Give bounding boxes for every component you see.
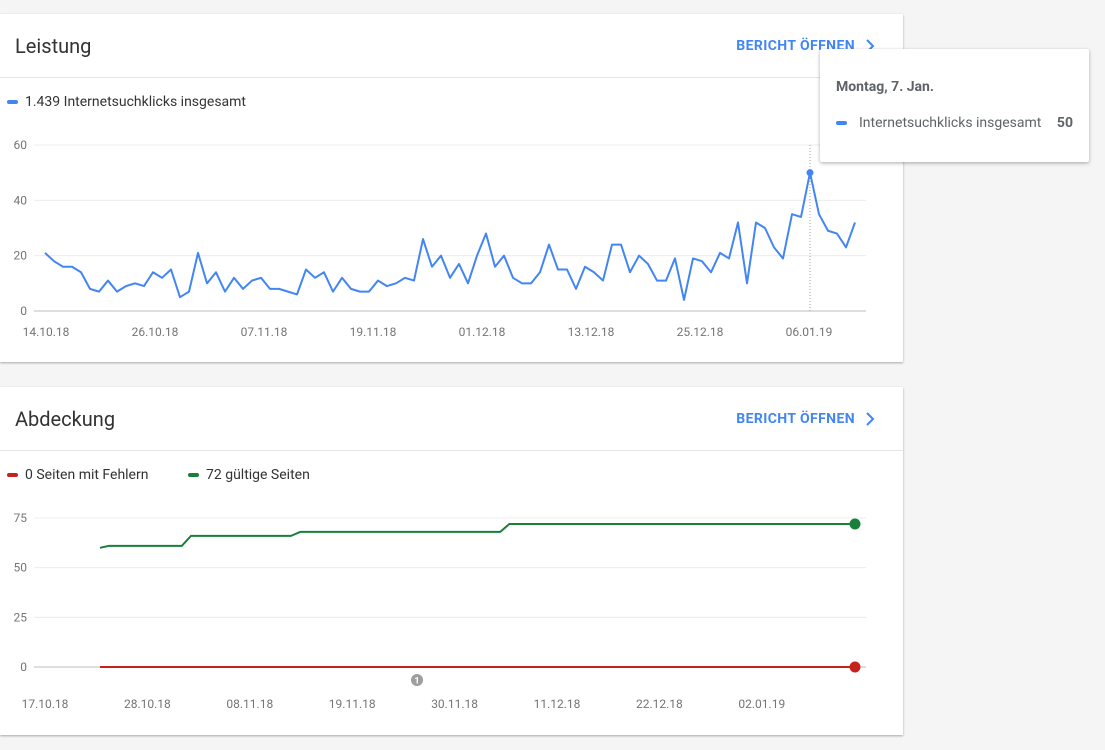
- coverage-card: Abdeckung BERICHT ÖFFNEN 0 Seiten mit Fe…: [0, 387, 903, 735]
- performance-card-header: Leistung BERICHT ÖFFNEN: [0, 14, 903, 78]
- tooltip-date: Montag, 7. Jan.: [836, 79, 934, 95]
- coverage-open-report-button[interactable]: BERICHT ÖFFNEN: [736, 411, 875, 427]
- tooltip-swatch: [836, 121, 847, 125]
- x-tick-label: 30.11.18: [431, 697, 478, 711]
- x-tick-label: 25.12.18: [677, 325, 724, 339]
- x-tick-label: 06.01.19: [786, 325, 833, 339]
- x-tick-label: 28.10.18: [124, 697, 171, 711]
- series-end-point-valid: [849, 518, 861, 530]
- performance-legend[interactable]: 1.439 Internetsuchklicks insgesamt: [7, 94, 246, 110]
- legend-swatch-valid: [188, 473, 199, 477]
- performance-card: Leistung BERICHT ÖFFNEN 1.439 Internetsu…: [0, 14, 903, 362]
- series-line-clicks: [44, 171, 856, 301]
- coverage-legend-errors-label: 0 Seiten mit Fehlern: [25, 467, 149, 483]
- coverage-title: Abdeckung: [15, 407, 116, 431]
- y-tick-label: 50: [14, 561, 28, 575]
- hover-point: [806, 169, 814, 177]
- coverage-card-header: Abdeckung BERICHT ÖFFNEN: [0, 387, 903, 451]
- legend-swatch-errors: [7, 473, 18, 477]
- y-tick-label: 75: [14, 511, 28, 525]
- x-tick-label: 17.10.18: [22, 697, 69, 711]
- x-tick-label: 02.01.19: [738, 697, 785, 711]
- tooltip-row: Internetsuchklicks insgesamt 50: [836, 115, 1073, 131]
- x-tick-label: 22.12.18: [636, 697, 683, 711]
- tooltip-value: 50: [1056, 115, 1073, 131]
- y-tick-label: 0: [20, 304, 27, 318]
- chevron-right-icon: [866, 412, 875, 426]
- y-tick-label: 60: [14, 138, 28, 152]
- x-tick-label: 19.11.18: [329, 697, 376, 711]
- legend-swatch-clicks: [7, 100, 18, 104]
- performance-legend-label: 1.439 Internetsuchklicks insgesamt: [25, 94, 247, 110]
- x-tick-label: 26.10.18: [132, 325, 179, 339]
- x-tick-label: 14.10.18: [23, 325, 70, 339]
- x-tick-label: 01.12.18: [459, 325, 506, 339]
- x-tick-label: 08.11.18: [226, 697, 273, 711]
- performance-tooltip: Montag, 7. Jan. Internetsuchklicks insge…: [820, 49, 1089, 162]
- y-tick-label: 0: [20, 660, 27, 674]
- x-tick-label: 11.12.18: [534, 697, 581, 711]
- coverage-open-report-label: BERICHT ÖFFNEN: [736, 411, 855, 427]
- x-tick-label: 19.11.18: [350, 325, 397, 339]
- y-tick-label: 25: [14, 610, 28, 624]
- series-end-point-errors: [849, 661, 861, 673]
- series-line-valid: [99, 522, 855, 549]
- y-tick-label: 40: [14, 193, 28, 207]
- x-tick-label: 13.12.18: [568, 325, 615, 339]
- annotation-marker: [411, 674, 423, 686]
- annotation-label: 1: [414, 677, 419, 687]
- performance-title: Leistung: [15, 34, 92, 58]
- coverage-legend-errors[interactable]: 0 Seiten mit Fehlern: [7, 467, 148, 483]
- y-tick-label: 20: [14, 249, 28, 263]
- coverage-legend-valid-label: 72 gültige Seiten: [206, 467, 310, 483]
- coverage-legend-valid[interactable]: 72 gültige Seiten: [188, 467, 310, 483]
- x-tick-label: 07.11.18: [241, 325, 288, 339]
- tooltip-label: Internetsuchklicks insgesamt: [859, 115, 1042, 131]
